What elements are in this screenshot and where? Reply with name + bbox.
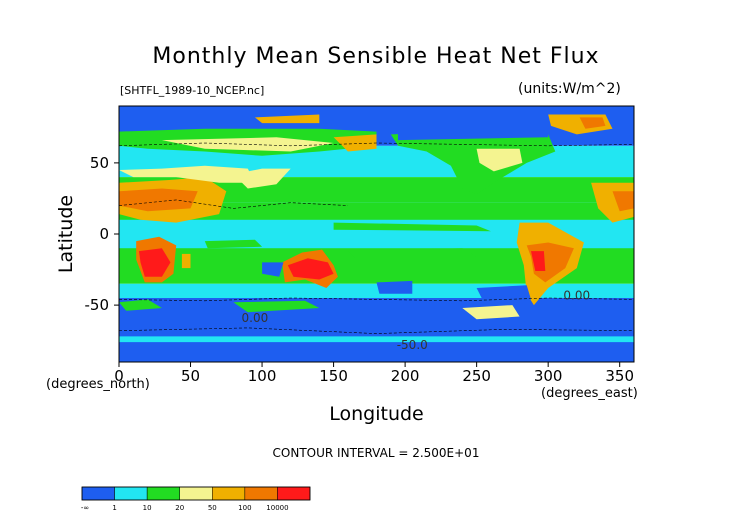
- colorbar-label: 10000: [266, 504, 288, 512]
- region-south-pacific-blue: [376, 280, 413, 294]
- field-tropical-streak: [333, 222, 491, 232]
- region-south-america-hot: [531, 251, 546, 271]
- field-tropical-streak: [347, 248, 477, 259]
- field-band-green-north: [119, 202, 634, 220]
- x-tick-label: 300: [534, 367, 563, 385]
- region-west-sahara-hot: [612, 191, 634, 212]
- region-south-atlantic-green: [119, 299, 162, 311]
- region-north-america-warm: [476, 148, 523, 172]
- field-indian-streak: [204, 239, 263, 249]
- contour-line: [118, 327, 635, 334]
- units-label: (units:W/m^2): [518, 81, 621, 97]
- x-tick-label: 350: [605, 367, 634, 385]
- colorbar-frame: [81, 486, 311, 501]
- colorbar-swatch: [277, 486, 311, 501]
- y-tick-label: 50: [90, 154, 109, 172]
- colorbar-label: 1: [112, 504, 116, 512]
- colorbar-swatch: [179, 486, 213, 501]
- region-southeast-pacific: [462, 305, 520, 320]
- chart-title: Monthly Mean Sensible Heat Net Flux: [152, 44, 600, 69]
- region-arctic-coast: [254, 114, 320, 124]
- contour-label: 0.00: [242, 311, 269, 325]
- colorbar-swatch: [114, 486, 148, 501]
- contour-interval-label: CONTOUR INTERVAL = 2.500E+01: [272, 446, 480, 460]
- x-tick-label: 50: [181, 367, 200, 385]
- field-band-southern-ocean: [119, 298, 634, 362]
- y-tick-label: 0: [99, 225, 109, 243]
- contour-label: -50.0: [397, 338, 428, 352]
- region-southeast-pacific-blue: [476, 285, 531, 303]
- y-axis-label: Latitude: [55, 195, 77, 273]
- x-unit-label: (degrees_east): [541, 386, 638, 401]
- colorbar-swatch: [146, 486, 180, 501]
- colorbar-label: 100: [238, 504, 251, 512]
- x-tick-label: 100: [248, 367, 277, 385]
- y-unit-label: (degrees_north): [46, 377, 150, 392]
- colorbar-label: 10: [143, 504, 152, 512]
- x-axis-label: Longitude: [329, 403, 424, 425]
- region-east-siberia: [333, 134, 377, 152]
- x-tick-label: 150: [319, 367, 348, 385]
- colorbar-label: 50: [208, 504, 217, 512]
- region-southern-africa-hot: [139, 248, 171, 277]
- contour-label: 0.00: [563, 288, 590, 302]
- contour-line: [118, 199, 348, 209]
- file-label: [SHTFL_1989-10_NCEP.nc]: [120, 84, 265, 97]
- region-indian-blue: [262, 262, 284, 277]
- field-band-south-mid: [119, 283, 634, 298]
- region-sahara-hot: [119, 188, 198, 212]
- colorbar-swatch: [244, 486, 278, 501]
- x-tick-label: 250: [462, 367, 491, 385]
- contour-line: [118, 297, 635, 302]
- contour-line: [118, 142, 635, 147]
- region-north-america: [390, 131, 556, 195]
- region-siberia: [161, 137, 334, 152]
- region-mediterranean: [119, 165, 255, 183]
- colorbar-label: -∞: [81, 504, 89, 512]
- colorbar-swatch: [212, 486, 246, 501]
- region-arctic-canada: [398, 128, 549, 141]
- y-tick-label: -50: [85, 296, 110, 314]
- region-australia-hot: [287, 258, 334, 280]
- region-central-asia: [233, 168, 291, 189]
- colorbar-swatch: [81, 486, 115, 501]
- region-antarctic-coast: [119, 336, 634, 343]
- colorbar-label: 20: [175, 504, 184, 512]
- x-tick-label: 0: [114, 367, 124, 385]
- region-greenland-core: [579, 117, 606, 129]
- region-madagascar: [181, 253, 191, 269]
- x-tick-label: 200: [391, 367, 420, 385]
- region-south-indian-green: [233, 300, 320, 313]
